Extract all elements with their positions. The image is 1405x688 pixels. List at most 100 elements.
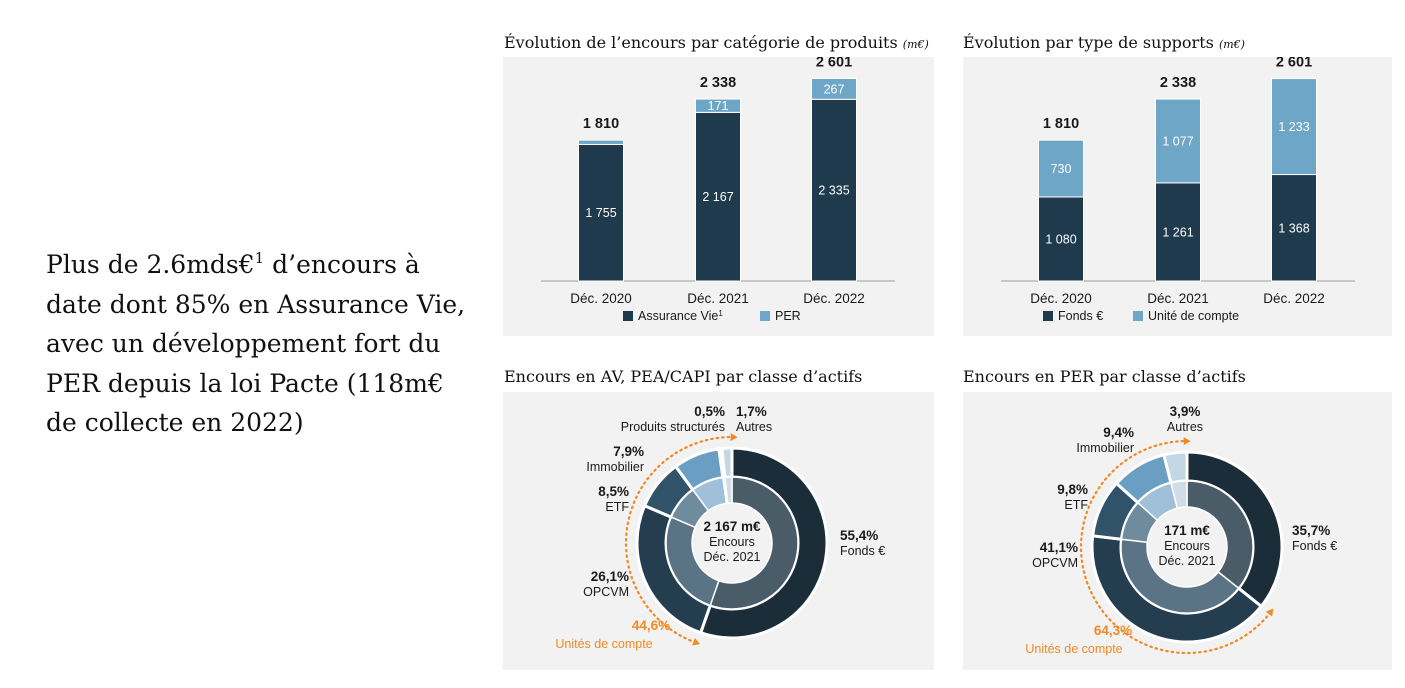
- bar-0-1-0: [578, 139, 624, 145]
- bar-0-1-2: [811, 78, 857, 100]
- donut-slice-name-2-3: Immobilier: [586, 460, 644, 474]
- donut-slice-name-3-1: OPCVM: [1032, 556, 1078, 570]
- donut-slice-value-2-0: 55,4%: [840, 528, 878, 543]
- donut-center-text-2-2: Déc. 2021: [704, 550, 761, 564]
- headline: Plus de 2.6mds€1 d’encours à date dont 8…: [46, 245, 466, 443]
- x-tick-label-1-1: Déc. 2021: [1147, 291, 1209, 306]
- legend-label-1-0: Fonds €: [1058, 309, 1103, 323]
- donut-slice-name-3-0: Fonds €: [1292, 539, 1337, 553]
- bar-0-0-2: [811, 98, 857, 282]
- bar-value-label-1-1-2: 1 233: [1278, 120, 1309, 134]
- bar-total-label-0-0: 1 810: [583, 116, 619, 132]
- bar-0-0-1: [695, 111, 741, 282]
- bar-1-1-1: [1155, 98, 1201, 184]
- donut-slice-value-2-3: 7,9%: [613, 444, 644, 459]
- chart-1-title-wrap: Évolution de l’encours par catégorie de …: [504, 33, 929, 52]
- bar-1-0-2: [1271, 174, 1317, 282]
- bar-chart-types-supports: 1 080 730 1 810 Déc. 2020 1 261 1 077 2 338 Déc…: [1001, 57, 1355, 323]
- bar-value-label-1-0-0: 1 080: [1045, 232, 1076, 246]
- units-de-compte-arrowhead-3-1: [1183, 437, 1191, 446]
- units-de-compte-name-3: Unités de compte: [1025, 642, 1122, 656]
- chart-1-unit: (m€): [902, 38, 929, 51]
- donut-slice-value-2-1: 26,1%: [591, 569, 629, 584]
- legend-swatch-0-0: [623, 311, 633, 321]
- bar-1-0-0: [1038, 196, 1084, 282]
- donut-inner-slice-2-5: [724, 476, 733, 505]
- bar-value-label-1-1-0: 730: [1051, 162, 1072, 176]
- bar-chart-encours-produits: 1 755 1 810 Déc. 2020 2 167 171 2 338 Déc. 202…: [541, 57, 895, 323]
- donut-slice-value-3-2: 9,8%: [1057, 482, 1088, 497]
- legend-swatch-0-1: [760, 311, 770, 321]
- chart-4-title-wrap: Encours en PER par classe d’actifs: [963, 367, 1246, 386]
- donut-inner-slice-2-0: [709, 476, 799, 610]
- bar-value-label-0-1-1: 171: [708, 99, 729, 113]
- donut-slice-name-2-4: Produits structurés: [621, 420, 725, 434]
- x-tick-label-0-1: Déc. 2021: [687, 291, 749, 306]
- chart-2-unit: (m€): [1218, 38, 1245, 51]
- bar-total-label-0-2: 2 601: [816, 57, 852, 71]
- donut-slice-value-2-4: 0,5%: [694, 404, 725, 419]
- donut-center-text-2-0: 2 167 m€: [703, 519, 761, 534]
- x-tick-label-1-0: Déc. 2020: [1030, 291, 1092, 306]
- chart-2-title-wrap: Évolution par type de supports (m€): [963, 33, 1245, 52]
- donut-outer-slice-2-5: [720, 446, 734, 479]
- legend-label-0-0: Assurance Vie1: [638, 309, 723, 323]
- legend-label-0-1: PER: [775, 309, 801, 323]
- bar-1-1-0: [1038, 139, 1084, 198]
- bar-value-label-1-1-1: 1 077: [1162, 134, 1193, 148]
- units-de-compte-value-3: 64,3%: [1094, 623, 1132, 638]
- donut-slice-name-3-4: Autres: [1167, 420, 1203, 434]
- donut-slice-name-3-2: ETF: [1064, 498, 1088, 512]
- chart-2-title: Évolution par type de supports: [963, 33, 1214, 52]
- headline-text-1: Plus de 2.6mds€: [46, 250, 255, 279]
- chart-1-panel: 1 755 1 810 Déc. 2020 2 167 171 2 338 Déc. 202…: [503, 57, 934, 336]
- donut-center-text-2-1: Encours: [709, 535, 755, 549]
- x-tick-label-1-2: Déc. 2022: [1263, 291, 1325, 306]
- chart-4-title: Encours en PER par classe d’actifs: [963, 367, 1246, 386]
- legend-swatch-1-1: [1133, 311, 1143, 321]
- bar-total-label-1-2: 2 601: [1276, 57, 1312, 71]
- donut-slice-value-3-3: 9,4%: [1103, 425, 1134, 440]
- chart-3-title-wrap: Encours en AV, PEA/CAPI par classe d’act…: [504, 367, 862, 386]
- donut-inner-slice-3-4: [1170, 480, 1188, 510]
- x-tick-label-0-0: Déc. 2020: [570, 291, 632, 306]
- bar-0-1-1: [695, 98, 741, 113]
- units-de-compte-arrowhead-3-0: [1265, 608, 1274, 617]
- donut-slice-value-3-1: 41,1%: [1040, 540, 1078, 555]
- bar-value-label-0-0-0: 1 755: [585, 206, 616, 220]
- bar-0-0-0: [578, 143, 624, 282]
- donut-inner-slice-3-1: [1120, 538, 1240, 614]
- bar-total-label-0-1: 2 338: [700, 75, 736, 91]
- bar-value-label-0-1-2: 267: [824, 82, 845, 96]
- units-de-compte-arc-2: [624, 435, 735, 644]
- bar-1-0-1: [1155, 182, 1201, 282]
- donut-slice-name-2-5: Autres: [736, 420, 772, 434]
- chart-3-title: Encours en AV, PEA/CAPI par classe d’act…: [504, 367, 863, 386]
- bar-value-label-0-0-1: 2 167: [702, 190, 733, 204]
- donut-slice-value-2-5: 1,7%: [736, 404, 767, 419]
- headline-footnote-mark: 1: [254, 249, 265, 267]
- bar-1-1-2: [1271, 78, 1317, 176]
- units-de-compte-arc-3: [1079, 439, 1272, 655]
- bar-value-label-1-0-1: 1 261: [1162, 225, 1193, 239]
- bar-value-label-0-0-2: 2 335: [818, 184, 849, 198]
- chart-2-panel: 1 080 730 1 810 Déc. 2020 1 261 1 077 2 338 Déc…: [963, 57, 1392, 336]
- headline-text-2: d’encours à date dont 85% en Assurance V…: [46, 250, 466, 437]
- donut-slice-value-2-2: 8,5%: [598, 484, 629, 499]
- legend-label-1-1: Unité de compte: [1148, 309, 1239, 323]
- donut-slice-value-3-0: 35,7%: [1292, 523, 1330, 538]
- units-de-compte-arrowhead-2-0: [692, 637, 701, 646]
- donut-slice-name-2-2: ETF: [605, 500, 629, 514]
- chart-1-title: Évolution de l’encours par catégorie de …: [504, 33, 898, 52]
- donut-center-text-3-2: Déc. 2021: [1159, 554, 1216, 568]
- units-de-compte-name-2: Unités de compte: [555, 637, 652, 651]
- legend-swatch-1-0: [1043, 311, 1053, 321]
- chart-3-panel: 2 167 m€ Encours Déc. 2021 55,4% Fonds € 26,1…: [503, 392, 934, 670]
- bar-total-label-1-0: 1 810: [1043, 116, 1079, 132]
- units-de-compte-value-2: 44,6%: [632, 618, 670, 633]
- donut-center-text-3-1: Encours: [1164, 539, 1210, 553]
- donut-slice-value-3-4: 3,9%: [1170, 404, 1201, 419]
- bar-value-label-1-0-2: 1 368: [1278, 221, 1309, 235]
- x-tick-label-0-2: Déc. 2022: [803, 291, 865, 306]
